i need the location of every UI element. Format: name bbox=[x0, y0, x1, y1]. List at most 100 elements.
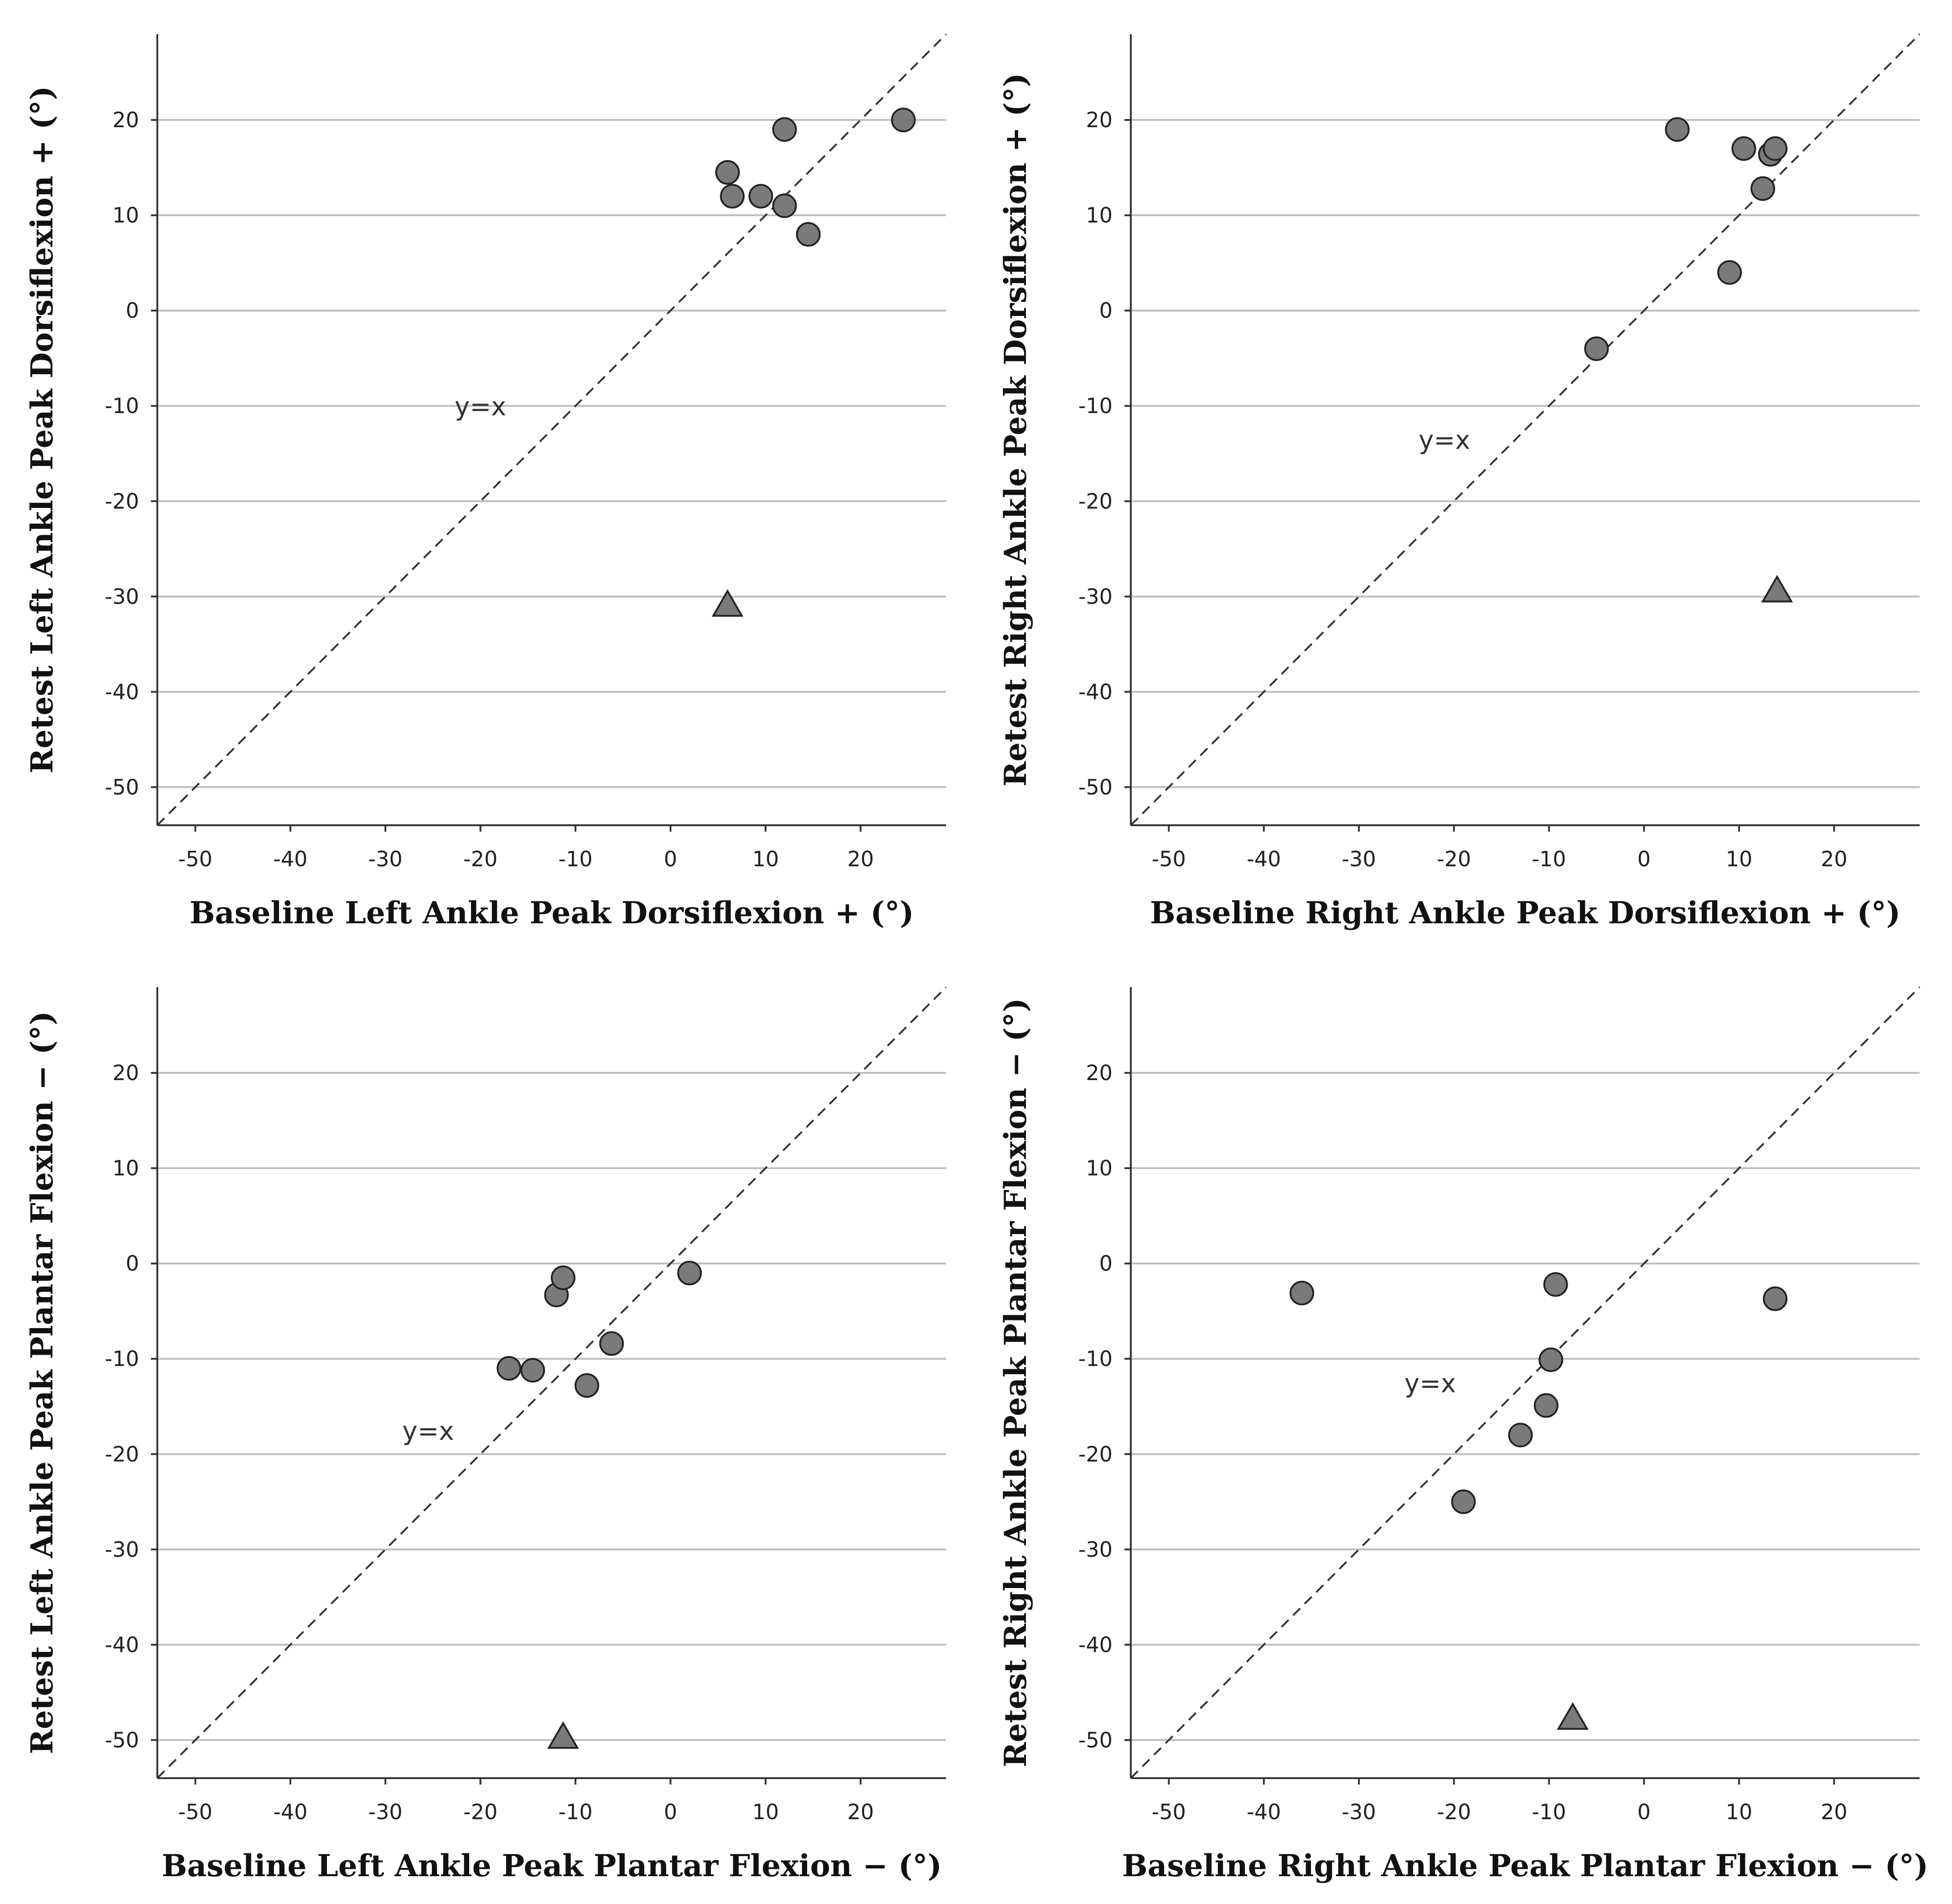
y-tick-label: -50 bbox=[1078, 1728, 1113, 1752]
x-tick-label: -10 bbox=[1532, 847, 1566, 871]
data-point-circle bbox=[715, 160, 740, 185]
x-tick-label: 0 bbox=[1637, 847, 1651, 871]
panel-top-left: -50 -40 -30 -20 -10 0 10 20 -50 -40 -30 -20 -10 0 10 20… bbox=[24, 33, 947, 931]
data-point-circle bbox=[772, 117, 797, 142]
y-tick-label: -20 bbox=[105, 1442, 139, 1466]
y-axis-title: Retest Left Ankle Peak Plantar Flexion −… bbox=[24, 1011, 60, 1754]
reference-line-label: y=x bbox=[455, 392, 506, 422]
reference-line bbox=[156, 986, 947, 1779]
y-tick-label: -10 bbox=[1078, 393, 1113, 418]
x-tick-label: -20 bbox=[463, 847, 497, 871]
data-point-circle bbox=[1533, 1393, 1558, 1418]
y-tick-label: 20 bbox=[112, 1061, 139, 1085]
x-tick-label: 20 bbox=[847, 847, 874, 871]
y-tick-label: -50 bbox=[1078, 775, 1113, 799]
y-tick-label: -30 bbox=[1078, 584, 1113, 609]
data-point-circle bbox=[720, 184, 745, 209]
y-tick-label: 0 bbox=[126, 298, 139, 323]
x-tick-label: -10 bbox=[559, 847, 593, 871]
x-tick-label: -30 bbox=[368, 847, 403, 871]
data-point-triangle bbox=[547, 1721, 579, 1749]
data-point-triangle bbox=[711, 589, 744, 617]
x-tick-label: 0 bbox=[664, 847, 677, 871]
panel-bottom-left: -50 -40 -30 -20 -10 0 10 20 -50 -40 -30 -20 -10 0 10 20… bbox=[24, 986, 947, 1883]
x-tick-label: -20 bbox=[1437, 847, 1471, 871]
y-tick-label: -40 bbox=[1078, 1632, 1113, 1657]
data-point-circle bbox=[1508, 1423, 1533, 1448]
y-axis-title: Retest Left Ankle Peak Dorsiflexion + (°… bbox=[24, 86, 60, 774]
y-tick-label: 0 bbox=[126, 1251, 139, 1276]
x-tick-label: -10 bbox=[559, 1800, 593, 1824]
data-point-circle bbox=[1538, 1347, 1564, 1372]
y-tick-label: -10 bbox=[105, 393, 139, 418]
reference-line bbox=[1130, 986, 1921, 1779]
data-point-circle bbox=[677, 1261, 702, 1286]
reference-line bbox=[1130, 33, 1921, 826]
x-axis-title: Baseline Left Ankle Peak Plantar Flexion… bbox=[162, 1848, 942, 1883]
data-point-circle bbox=[1543, 1272, 1568, 1297]
y-tick-label: -30 bbox=[105, 1537, 139, 1562]
x-tick-label: -20 bbox=[1437, 1800, 1471, 1824]
x-tick-label: 10 bbox=[752, 1800, 779, 1824]
y-tick-label: -40 bbox=[1078, 679, 1113, 704]
y-axis-title: Retest Right Ankle Peak Plantar Flexion … bbox=[998, 998, 1033, 1767]
y-tick-label: -50 bbox=[105, 1728, 139, 1752]
y-tick-label: 20 bbox=[1086, 108, 1113, 132]
data-point-triangle bbox=[1761, 574, 1793, 603]
x-axis-title: Baseline Right Ankle Peak Plantar Flexio… bbox=[1122, 1848, 1928, 1883]
y-tick-label: -40 bbox=[105, 1632, 139, 1657]
reference-line-label: y=x bbox=[1404, 1369, 1456, 1398]
x-axis-title: Baseline Right Ankle Peak Dorsiflexion +… bbox=[1150, 895, 1900, 931]
x-tick-label: -50 bbox=[1152, 847, 1186, 871]
x-axis-title: Baseline Left Ankle Peak Dorsiflexion + … bbox=[190, 895, 914, 931]
data-point-circle bbox=[551, 1265, 576, 1290]
y-tick-label: -10 bbox=[1078, 1346, 1113, 1371]
data-point-circle bbox=[1717, 260, 1742, 285]
x-tick-label: 0 bbox=[1637, 1800, 1651, 1824]
panel-bottom-right: -50 -40 -30 -20 -10 0 10 20 -50 -40 -30 -20 -10 0 10 20… bbox=[998, 986, 1928, 1883]
x-tick-label: -50 bbox=[178, 847, 212, 871]
y-tick-label: -20 bbox=[1078, 1442, 1113, 1466]
x-tick-label: -50 bbox=[1152, 1800, 1186, 1824]
x-tick-label: 20 bbox=[1821, 847, 1848, 871]
reference-line-label: y=x bbox=[1419, 425, 1470, 455]
reference-line bbox=[156, 33, 947, 826]
panel-top-right: -50 -40 -30 -20 -10 0 10 20 -50 -40 -30 -20 -10 0 10 20… bbox=[998, 33, 1921, 931]
y-tick-label: -20 bbox=[105, 489, 139, 513]
y-tick-label: 10 bbox=[112, 1156, 139, 1180]
data-point-circle bbox=[796, 222, 821, 247]
x-tick-label: 20 bbox=[1821, 1800, 1848, 1824]
data-point-circle bbox=[1763, 1286, 1788, 1311]
data-point-circle bbox=[1763, 136, 1788, 161]
y-tick-label: -10 bbox=[105, 1346, 139, 1371]
data-point-circle bbox=[748, 184, 773, 209]
x-tick-label: 0 bbox=[664, 1800, 677, 1824]
x-tick-label: -20 bbox=[463, 1800, 497, 1824]
data-point-circle bbox=[1584, 336, 1609, 361]
x-tick-label: 10 bbox=[752, 847, 779, 871]
y-tick-label: -20 bbox=[1078, 489, 1113, 513]
data-point-circle bbox=[1289, 1281, 1315, 1306]
data-point-circle bbox=[1731, 136, 1756, 161]
data-point-circle bbox=[520, 1358, 545, 1383]
x-tick-label: 10 bbox=[1726, 1800, 1753, 1824]
y-tick-label: 20 bbox=[1086, 1061, 1113, 1085]
y-tick-label: -30 bbox=[105, 584, 139, 609]
x-tick-label: -30 bbox=[1342, 1800, 1376, 1824]
data-point-triangle bbox=[1557, 1702, 1589, 1730]
x-tick-label: -40 bbox=[273, 847, 307, 871]
data-point-circle bbox=[891, 108, 916, 133]
reference-line-label: y=x bbox=[402, 1417, 454, 1446]
x-tick-label: -10 bbox=[1532, 1800, 1566, 1824]
x-tick-label: 20 bbox=[847, 1800, 874, 1824]
data-point-circle bbox=[575, 1373, 600, 1398]
y-tick-label: 0 bbox=[1099, 1251, 1113, 1276]
y-axis-title: Retest Right Ankle Peak Dorsiflexion + (… bbox=[998, 73, 1033, 786]
x-tick-label: 10 bbox=[1726, 847, 1753, 871]
y-tick-label: 10 bbox=[1086, 1156, 1113, 1180]
x-tick-label: -30 bbox=[368, 1800, 403, 1824]
data-point-circle bbox=[772, 193, 797, 218]
x-tick-label: -40 bbox=[1247, 1800, 1281, 1824]
y-tick-label: 20 bbox=[112, 108, 139, 132]
